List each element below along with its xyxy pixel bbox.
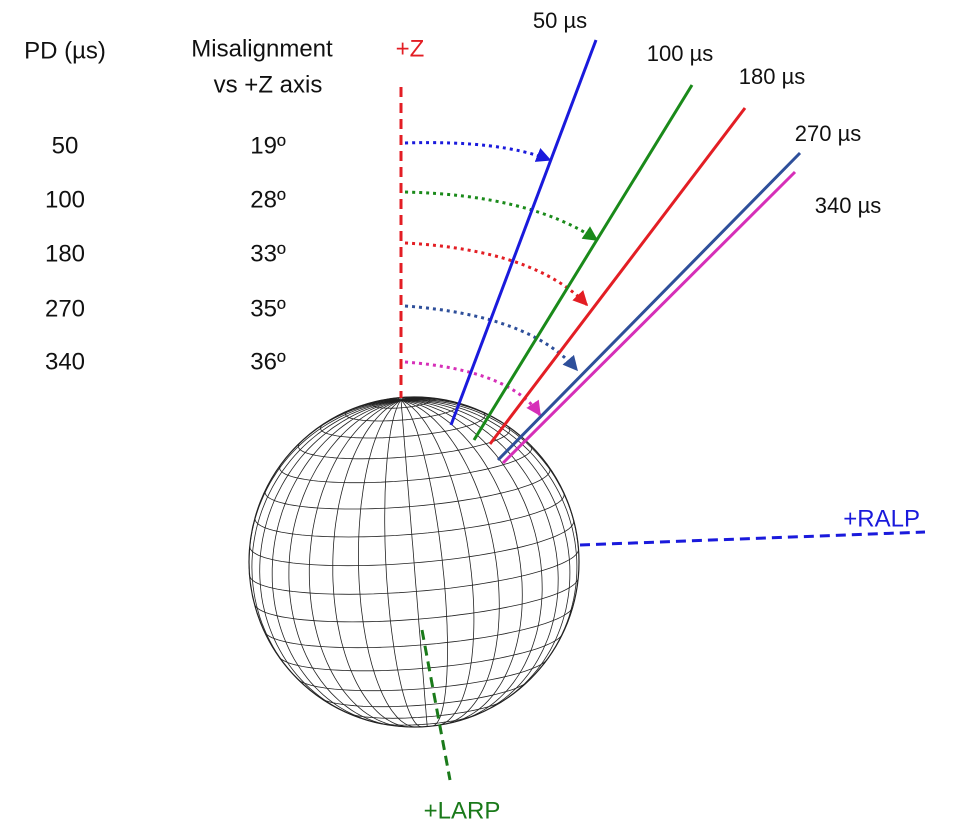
misalignment: 28º <box>250 186 286 213</box>
vector <box>503 172 795 463</box>
sphere-line <box>272 400 401 723</box>
misalignment: 19º <box>250 132 286 159</box>
vector-label: 180 µs <box>739 64 806 89</box>
sphere-line <box>255 579 578 622</box>
header: Misalignment <box>191 35 333 62</box>
pd: 270 <box>45 295 85 322</box>
vector-label: 340 µs <box>815 193 882 218</box>
vector <box>490 108 745 444</box>
vector <box>474 85 692 440</box>
sphere-line <box>298 660 547 691</box>
vector-label: 270 µs <box>795 121 862 146</box>
arcs <box>405 143 597 415</box>
header: PD (µs) <box>24 37 106 64</box>
sphere-line <box>401 400 579 549</box>
sphere-line <box>265 467 550 509</box>
pd: 180 <box>45 240 85 267</box>
sphere-line <box>280 446 532 483</box>
sphere-line <box>401 400 570 702</box>
sphere-line <box>265 608 572 648</box>
z-label: +Z <box>396 35 425 62</box>
sphere-line <box>250 549 579 595</box>
sphere-line <box>255 493 564 537</box>
vectors <box>451 40 800 463</box>
sphere-line <box>250 521 574 566</box>
arc <box>405 143 550 160</box>
misalignment: 35º <box>250 295 286 322</box>
pd: 100 <box>45 186 85 213</box>
sphere-line <box>333 400 408 727</box>
vector-label: 100 µs <box>647 41 714 66</box>
sphere-line <box>280 636 561 671</box>
misalignment: 36º <box>250 348 286 375</box>
ralp-axis <box>580 532 925 545</box>
ralp-label: +RALP <box>843 505 920 532</box>
larp-label: +LARP <box>424 797 501 824</box>
vector-label: 50 µs <box>533 8 587 33</box>
table: 50 19º 100 28º 180 33º 270 35º 340 36º <box>45 132 286 375</box>
arc <box>405 192 597 240</box>
sphere-line <box>401 400 522 722</box>
header: vs +Z axis <box>214 71 323 98</box>
diagram: PD (µs) Misalignment vs +Z axis +Z +RALP… <box>0 0 966 839</box>
sphere-line <box>401 400 499 724</box>
misalignment: 33º <box>250 240 286 267</box>
sphere <box>249 397 579 727</box>
arc <box>405 243 587 305</box>
pd: 340 <box>45 348 85 375</box>
vector <box>498 153 800 460</box>
sphere-line <box>260 400 401 714</box>
pd: 50 <box>52 132 79 159</box>
